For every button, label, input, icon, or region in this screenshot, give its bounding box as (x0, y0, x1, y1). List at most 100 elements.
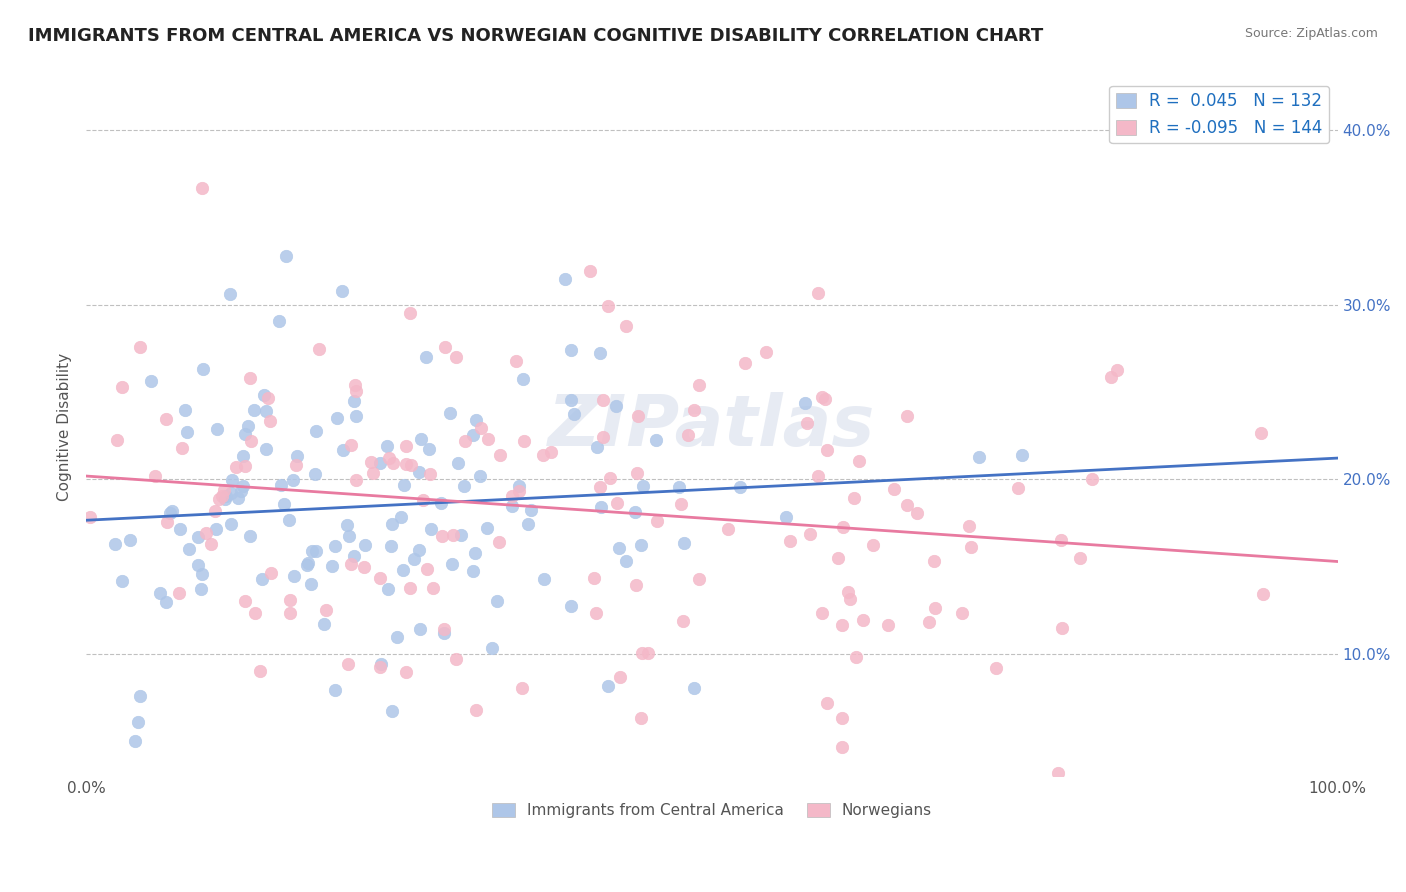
Point (208, 491, 231, 506)
Point (253, 388, 276, 402)
Point (589, 480, 612, 494)
Text: ZIPatlas: ZIPatlas (548, 392, 876, 461)
Point (343, 378, 366, 392)
Point (225, 459, 247, 474)
Point (676, 428, 699, 442)
Point (191, 361, 214, 376)
Point (959, 540, 981, 554)
Point (845, 650, 868, 665)
Point (344, 384, 367, 398)
Point (637, 646, 659, 660)
Point (475, 521, 498, 535)
Point (432, 529, 454, 543)
Point (245, 606, 267, 620)
Point (486, 594, 509, 608)
Point (312, 616, 335, 631)
Point (139, 374, 162, 388)
Point (614, 554, 637, 568)
Point (444, 651, 467, 665)
Point (441, 557, 464, 571)
Point (837, 584, 859, 599)
Point (505, 353, 527, 368)
Point (231, 483, 253, 498)
Point (433, 622, 456, 636)
Point (950, 607, 973, 621)
Point (905, 507, 928, 521)
Point (156, 515, 179, 529)
Point (450, 527, 472, 541)
Point (160, 504, 183, 518)
Point (831, 711, 853, 725)
Point (409, 622, 432, 636)
Point (276, 249, 298, 263)
Point (340, 557, 363, 571)
Point (336, 517, 359, 532)
Point (489, 449, 512, 463)
Point (967, 450, 990, 464)
Point (775, 509, 797, 524)
Point (924, 601, 946, 615)
Point (1099, 369, 1122, 384)
Point (167, 586, 190, 600)
Point (464, 703, 486, 717)
Point (1011, 448, 1033, 462)
Point (399, 581, 422, 595)
Point (207, 422, 229, 436)
Point (672, 614, 695, 628)
Point (368, 660, 391, 674)
Point (533, 572, 555, 586)
Point (416, 561, 439, 575)
Point (176, 425, 198, 440)
Point (585, 440, 607, 454)
Point (159, 506, 181, 520)
Point (218, 286, 240, 301)
Point (419, 522, 441, 536)
Point (626, 578, 648, 592)
Point (918, 615, 941, 629)
Point (179, 541, 201, 556)
Point (278, 593, 301, 607)
Point (508, 483, 530, 498)
Point (174, 403, 197, 417)
Point (339, 438, 361, 452)
Point (330, 284, 353, 298)
Point (187, 558, 209, 572)
Point (560, 599, 582, 614)
Point (233, 458, 256, 473)
Point (190, 181, 212, 195)
Point (596, 679, 619, 693)
Point (129, 689, 152, 703)
Point (614, 318, 637, 333)
Point (260, 566, 283, 580)
Point (883, 482, 905, 496)
Point (368, 571, 391, 585)
Point (807, 285, 830, 300)
Point (592, 429, 614, 443)
Point (512, 372, 534, 386)
Point (243, 402, 266, 417)
Point (811, 390, 834, 404)
Point (381, 704, 404, 718)
Point (326, 411, 349, 425)
Point (239, 371, 262, 385)
Point (631, 479, 654, 493)
Point (79, 510, 101, 524)
Point (488, 535, 510, 549)
Point (233, 427, 256, 442)
Point (301, 544, 323, 558)
Point (1069, 550, 1091, 565)
Point (832, 520, 855, 534)
Point (353, 538, 375, 552)
Point (205, 522, 228, 536)
Point (304, 467, 326, 481)
Point (501, 500, 523, 514)
Point (155, 595, 177, 609)
Point (1050, 622, 1073, 636)
Point (433, 340, 456, 354)
Point (149, 586, 172, 600)
Point (200, 537, 222, 551)
Point (285, 458, 308, 472)
Point (297, 556, 319, 570)
Point (582, 571, 605, 585)
Point (360, 455, 382, 469)
